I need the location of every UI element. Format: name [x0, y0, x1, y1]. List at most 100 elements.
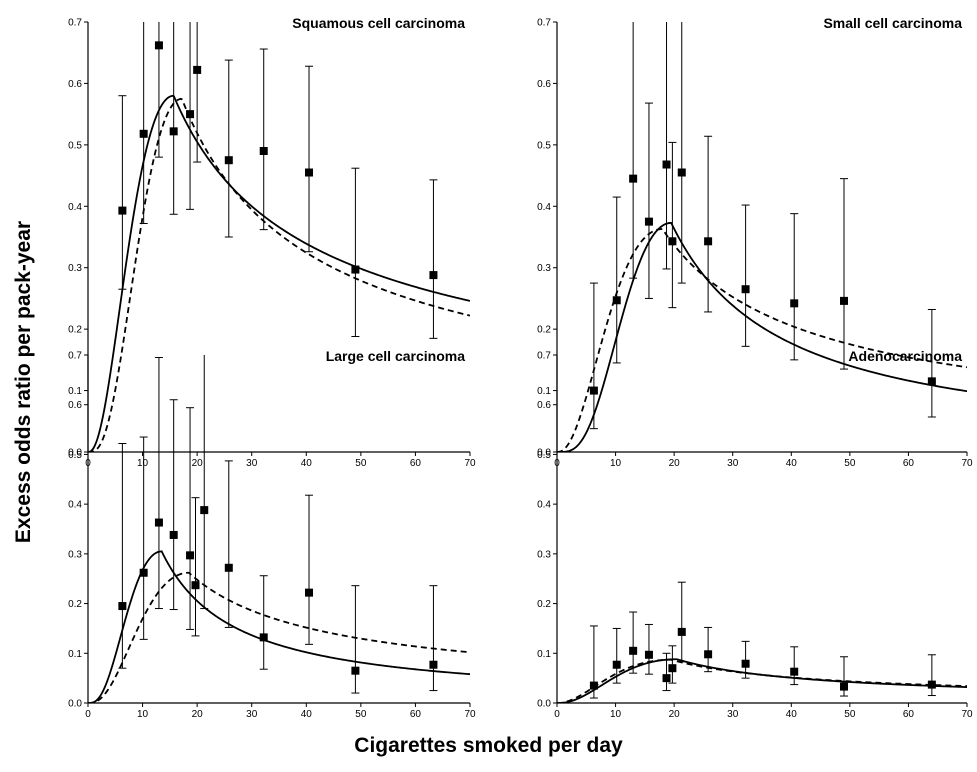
y-tick-label: 0.0 [537, 448, 551, 459]
data-point [677, 627, 686, 636]
x-tick-label: 30 [727, 458, 739, 469]
data-point [193, 65, 202, 74]
data-point [351, 666, 360, 675]
y-tick-label: 0.7 [537, 18, 551, 29]
data-point [668, 664, 677, 673]
data-point [429, 271, 438, 280]
x-tick-label: 30 [246, 458, 258, 469]
panel-title: Adenocarcinoma [848, 348, 962, 364]
y-tick-label: 0.3 [68, 263, 82, 274]
x-tick-label: 70 [961, 458, 973, 469]
y-tick-label: 0.1 [537, 386, 551, 397]
solid-fit-curve [88, 94, 470, 452]
data-point [224, 563, 233, 572]
y-tick-label: 0.5 [537, 450, 551, 461]
y-tick-label: 0.7 [68, 351, 82, 362]
x-axis-label: Cigarettes smoked per day [354, 734, 623, 757]
data-point [662, 160, 671, 169]
y-tick-label: 0.4 [537, 500, 551, 511]
x-tick-label: 0 [85, 709, 91, 720]
panel-title: Small cell carcinoma [823, 15, 962, 31]
y-tick-label: 0.6 [537, 79, 551, 90]
y-tick-label: 0.6 [68, 79, 82, 90]
y-tick-label: 0.6 [68, 400, 82, 411]
solid-fit-curve [557, 658, 967, 703]
x-tick-label: 40 [786, 709, 798, 720]
x-tick-label: 70 [464, 458, 476, 469]
data-point [186, 551, 195, 560]
x-tick-label: 20 [192, 458, 204, 469]
dashed-fit-curve [88, 97, 470, 452]
y-tick-label: 0.4 [537, 202, 551, 213]
y-tick-label: 0.3 [68, 549, 82, 560]
data-point [790, 299, 799, 308]
x-tick-label: 30 [727, 709, 739, 720]
y-tick-label: 0.0 [68, 699, 82, 710]
y-tick-label: 0.1 [537, 649, 551, 660]
data-point [704, 237, 713, 246]
data-point [305, 168, 314, 177]
x-tick-label: 30 [246, 709, 258, 720]
data-point [259, 633, 268, 642]
x-tick-label: 50 [355, 458, 367, 469]
data-point [662, 674, 671, 683]
y-tick-label: 0.5 [68, 140, 82, 151]
x-tick-label: 50 [355, 709, 367, 720]
dashed-fit-curve [88, 571, 470, 703]
data-point [351, 265, 360, 274]
y-tick-label: 0.5 [537, 140, 551, 151]
y-tick-label: 0.2 [68, 325, 82, 336]
y-tick-label: 0.4 [68, 500, 82, 511]
panel-2: 0.00.10.20.30.40.50.60.7010203040506070S… [537, 15, 973, 469]
panel-3: 0.0 0.1 0.2 0.3 0.4 0.5 0.6 0.7 0 10 20 30 40 50 60 70 L… [68, 348, 476, 720]
data-point [305, 588, 314, 597]
data-point [118, 206, 127, 215]
data-point [927, 680, 936, 689]
x-tick-label: 70 [464, 709, 476, 720]
data-point [118, 602, 127, 611]
data-point [840, 296, 848, 305]
x-tick-label: 10 [137, 709, 149, 720]
x-tick-label: 50 [844, 458, 856, 469]
x-tick-label: 20 [669, 709, 681, 720]
x-tick-label: 10 [610, 458, 622, 469]
y-tick-label: 0.1 [68, 386, 82, 397]
data-point [612, 660, 621, 669]
data-point [668, 237, 677, 246]
x-tick-label: 60 [903, 458, 915, 469]
data-point [629, 646, 638, 655]
y-tick-label: 0.7 [537, 351, 551, 362]
data-point [154, 41, 163, 50]
y-tick-label: 0.3 [537, 263, 551, 274]
data-point [191, 581, 200, 590]
x-tick-label: 20 [192, 709, 204, 720]
data-point [224, 156, 233, 165]
x-tick-label: 10 [610, 709, 622, 720]
x-tick-label: 10 [137, 458, 149, 469]
data-point [629, 174, 638, 183]
x-tick-label: 60 [410, 709, 422, 720]
data-point [429, 660, 438, 669]
solid-fit-curve [88, 550, 470, 703]
data-point [200, 506, 209, 515]
y-tick-label: 0.2 [537, 325, 551, 336]
x-tick-label: 70 [961, 709, 973, 720]
x-tick-label: 40 [301, 458, 313, 469]
data-point [169, 530, 178, 539]
y-tick-label: 0.0 [537, 699, 551, 710]
data-point [259, 147, 268, 155]
solid-fit-curve [557, 221, 967, 452]
data-point [677, 168, 686, 177]
x-tick-label: 60 [903, 709, 915, 720]
data-point [644, 217, 653, 226]
y-tick-label: 0.3 [537, 549, 551, 560]
x-tick-label: 40 [786, 458, 798, 469]
data-point [927, 377, 936, 386]
y-tick-label: 0.4 [68, 202, 82, 213]
data-point [790, 667, 799, 676]
x-tick-label: 20 [669, 458, 681, 469]
panel-title: Squamous cell carcinoma [292, 15, 465, 31]
x-tick-label: 40 [301, 709, 313, 720]
